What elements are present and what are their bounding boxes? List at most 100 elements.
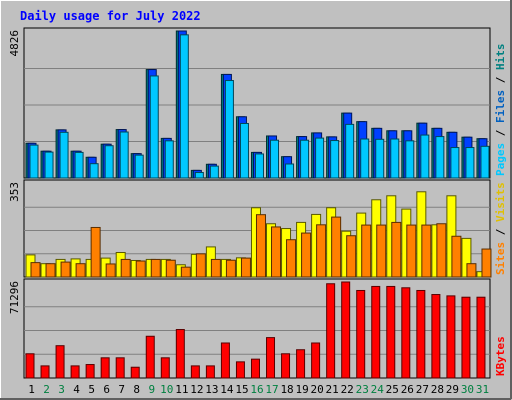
- x-tick-label: 4: [73, 383, 80, 396]
- x-tick-label: 7: [118, 383, 125, 396]
- x-tick-label: 19: [295, 383, 308, 396]
- bar-pages-day-28: [435, 136, 445, 179]
- bar-kbytes-day-2: [40, 365, 50, 379]
- bar-sites-day-18: [286, 239, 297, 278]
- bar-kbytes-day-22: [341, 281, 351, 379]
- y-max-label: 71296: [8, 281, 21, 314]
- legend-entry: Sites: [494, 242, 507, 275]
- bar-kbytes-day-15: [235, 361, 245, 379]
- bar-pages-day-30: [465, 147, 475, 179]
- bar-pages-day-17: [270, 139, 280, 179]
- legend-entry: Visits: [494, 182, 507, 222]
- legend-entry: Pages: [494, 143, 507, 176]
- bar-sites-day-19: [301, 232, 312, 278]
- bar-sites-day-20: [316, 224, 327, 278]
- x-tick-label: 16: [250, 383, 263, 396]
- bar-kbytes-day-6: [100, 357, 110, 379]
- bar-kbytes-day-28: [431, 294, 441, 379]
- bar-kbytes-day-23: [356, 289, 366, 379]
- bar-sites-day-9: [150, 258, 161, 278]
- x-tick-label: 6: [103, 383, 110, 396]
- bar-pages-day-1: [29, 144, 39, 179]
- bar-kbytes-day-27: [416, 289, 426, 379]
- bar-kbytes-day-20: [311, 342, 321, 379]
- bar-kbytes-day-7: [115, 357, 125, 379]
- bar-pages-day-10: [164, 140, 174, 179]
- x-tick-label: 31: [476, 383, 489, 396]
- bar-sites-day-23: [361, 224, 372, 278]
- bar-kbytes-day-13: [205, 365, 215, 379]
- bar-pages-day-8: [134, 154, 144, 179]
- bar-sites-day-14: [225, 259, 236, 278]
- bar-kbytes-day-10: [160, 357, 170, 379]
- bar-kbytes-day-31: [476, 296, 486, 379]
- legend-kbytes: KBytes: [494, 336, 507, 376]
- bar-kbytes-day-19: [296, 349, 306, 379]
- legend-entry: KBytes: [494, 336, 507, 376]
- bar-sites-day-8: [135, 260, 146, 278]
- bar-pages-day-23: [360, 138, 370, 179]
- x-tick-label: 9: [148, 383, 155, 396]
- bar-sites-day-21: [331, 216, 342, 278]
- bar-pages-day-19: [300, 139, 310, 179]
- bar-sites-day-25: [391, 221, 402, 278]
- bar-kbytes-day-5: [85, 364, 95, 379]
- bar-sites-day-4: [75, 263, 86, 278]
- bar-sites-day-10: [165, 259, 176, 278]
- bar-kbytes-day-9: [145, 335, 155, 379]
- x-tick-label: 25: [386, 383, 399, 396]
- x-tick-label: 20: [311, 383, 324, 396]
- bar-sites-day-5: [90, 226, 101, 278]
- bar-pages-day-24: [375, 138, 385, 179]
- bar-sites-day-28: [436, 223, 447, 278]
- bar-pages-day-7: [119, 131, 129, 179]
- bar-sites-day-7: [120, 258, 131, 278]
- bar-sites-day-16: [255, 214, 266, 278]
- y-max-label: 353: [8, 182, 21, 202]
- x-tick-label: 15: [235, 383, 248, 396]
- bar-sites-day-11: [180, 266, 191, 278]
- bar-pages-day-15: [239, 122, 249, 179]
- legend-entry: /: [494, 70, 507, 90]
- bar-sites-day-30: [466, 263, 477, 278]
- legend-hits-files-pages: Pages / Files / Hits: [494, 44, 507, 177]
- legend-entry: /: [494, 123, 507, 143]
- bar-kbytes-day-11: [175, 329, 185, 379]
- bar-pages-day-20: [315, 137, 325, 179]
- bar-sites-day-13: [210, 258, 221, 278]
- bar-pages-day-14: [224, 80, 234, 179]
- bar-kbytes-day-21: [326, 283, 336, 379]
- bar-sites-day-22: [346, 235, 357, 278]
- bar-kbytes-day-14: [220, 342, 230, 379]
- bar-kbytes-day-1: [25, 353, 35, 379]
- bar-kbytes-day-3: [55, 345, 65, 379]
- bar-sites-day-31: [481, 248, 492, 278]
- bar-pages-day-26: [405, 140, 415, 179]
- bar-sites-day-1: [30, 262, 41, 278]
- x-tick-label: 27: [416, 383, 429, 396]
- bar-pages-day-18: [285, 163, 295, 179]
- legend-entry: /: [494, 222, 507, 242]
- bar-kbytes-day-16: [250, 358, 260, 379]
- bar-kbytes-day-18: [281, 353, 291, 379]
- x-tick-label: 23: [356, 383, 369, 396]
- x-tick-label: 29: [446, 383, 459, 396]
- bar-pages-day-21: [330, 140, 340, 179]
- bar-pages-day-2: [44, 151, 54, 179]
- bar-kbytes-day-30: [461, 296, 471, 379]
- x-tick-label: 12: [190, 383, 203, 396]
- bar-pages-day-16: [254, 153, 264, 179]
- bar-kbytes-day-26: [401, 287, 411, 379]
- x-tick-label: 24: [371, 383, 385, 396]
- bar-pages-day-5: [89, 163, 99, 179]
- bar-pages-day-31: [480, 145, 490, 179]
- bar-sites-day-29: [451, 235, 462, 278]
- bar-sites-day-27: [421, 224, 432, 278]
- bar-sites-day-2: [45, 263, 56, 278]
- x-tick-label: 5: [88, 383, 95, 396]
- bar-sites-day-24: [376, 224, 387, 278]
- bar-kbytes-day-17: [266, 337, 276, 379]
- bar-pages-day-27: [420, 134, 430, 179]
- x-tick-label: 8: [133, 383, 140, 396]
